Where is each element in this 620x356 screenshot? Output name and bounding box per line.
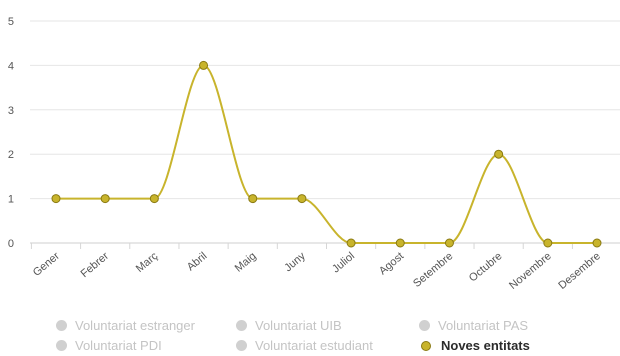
x-tick-label: Octubre: [467, 250, 505, 284]
y-tick-label: 3: [8, 105, 14, 117]
data-point-gener[interactable]: [51, 194, 61, 204]
data-point-desembre[interactable]: [592, 238, 602, 248]
y-tick-label: 4: [8, 60, 14, 72]
legend-label: Voluntariat UIB: [255, 318, 342, 333]
legend-dot-icon: [236, 340, 247, 351]
grid-lines: [30, 20, 620, 244]
legend-item-voluntariat-pdi[interactable]: Voluntariat PDI: [56, 338, 162, 353]
y-tick-label: 5: [8, 16, 14, 28]
x-tick-label: Setembre: [411, 250, 455, 290]
x-tick-label: Gener: [31, 250, 62, 279]
x-axis-ticks: Gener Febrer Març Abril Maig Juny Juliol Agost S…: [31, 243, 603, 292]
data-point-febrer[interactable]: [100, 194, 110, 204]
x-tick-label: Juliol: [330, 250, 357, 275]
legend-label: Voluntariat estranger: [75, 318, 195, 333]
data-point-novembre[interactable]: [543, 238, 553, 248]
legend-label: Voluntariat estudiant: [255, 338, 373, 353]
data-point-juny[interactable]: [297, 194, 307, 204]
y-tick-label: 1: [8, 194, 14, 206]
data-point-octubre[interactable]: [494, 149, 504, 159]
x-tick-label: Novembre: [507, 250, 554, 292]
legend-item-voluntariat-uib[interactable]: Voluntariat UIB: [236, 318, 342, 333]
legend-item-voluntariat-estranger[interactable]: Voluntariat estranger: [56, 318, 195, 333]
x-tick-label: Març: [134, 250, 161, 275]
legend-dot-icon: [419, 320, 430, 331]
legend-dot-icon: [421, 340, 431, 351]
data-point-juliol[interactable]: [346, 238, 356, 248]
legend-item-noves-entitats[interactable]: Noves entitats: [419, 338, 530, 353]
line-chart: 0 1 2 3 4 5 Gener Febrer Març Abril Maig Juny Julio…: [8, 16, 620, 292]
legend-item-voluntariat-estudiant[interactable]: Voluntariat estudiant: [236, 338, 373, 353]
x-tick-label: Febrer: [79, 250, 112, 280]
data-point-març[interactable]: [149, 194, 159, 204]
x-tick-label: Abril: [185, 250, 210, 273]
data-point-abril[interactable]: [199, 60, 209, 70]
data-point-agost[interactable]: [395, 238, 405, 248]
legend-dot-icon: [56, 340, 67, 351]
series-points[interactable]: [51, 60, 602, 248]
x-tick-label: Juny: [282, 250, 308, 274]
legend-dot-icon: [56, 320, 67, 331]
y-axis-ticks: 0 1 2 3 4 5: [8, 16, 14, 250]
legend-label: Voluntariat PAS: [438, 318, 529, 333]
legend-label: Noves entitats: [441, 338, 530, 353]
legend-label: Voluntariat PDI: [75, 338, 162, 353]
legend-dot-icon: [236, 320, 247, 331]
y-tick-label: 2: [8, 149, 14, 161]
x-tick-label: Desembre: [556, 250, 603, 292]
x-tick-label: Maig: [233, 250, 259, 275]
data-point-maig[interactable]: [248, 194, 258, 204]
legend-item-voluntariat-pas[interactable]: Voluntariat PAS: [419, 318, 528, 333]
y-tick-label: 0: [8, 238, 14, 250]
data-point-setembre[interactable]: [444, 238, 454, 248]
x-tick-label: Agost: [377, 250, 406, 277]
